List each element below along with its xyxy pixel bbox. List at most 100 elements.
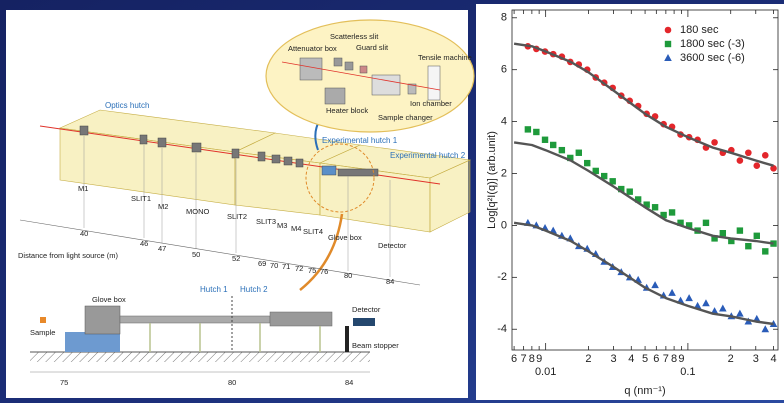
- x-tick-label: 6: [653, 353, 659, 365]
- y-tick-label: 2: [501, 167, 507, 179]
- data-point: [762, 248, 768, 254]
- x-tick-label: 5: [642, 353, 648, 365]
- component-label: M4: [291, 224, 301, 233]
- x-tick-label: 9: [536, 353, 542, 365]
- component-label: Glove box: [328, 233, 362, 242]
- data-point: [533, 129, 539, 135]
- legend-marker: [665, 27, 672, 34]
- data-point: [720, 230, 726, 236]
- component-label: M2: [158, 202, 168, 211]
- legend-label: 180 sec: [680, 24, 719, 36]
- hutch-label: Optics hutch: [105, 101, 149, 110]
- distance-label: 72: [295, 264, 303, 273]
- table: [65, 332, 120, 352]
- data-point: [652, 204, 658, 210]
- attenuator: [300, 58, 322, 80]
- x-tick-label: 2: [585, 353, 591, 365]
- component: [140, 135, 147, 144]
- y-tick-label: 4: [501, 116, 507, 128]
- distance-label: 69: [258, 259, 266, 268]
- legend-label: 3600 sec (-6): [680, 52, 745, 64]
- distance-label: 75: [308, 266, 316, 275]
- component: [258, 152, 265, 161]
- y-tick-label: -4: [497, 323, 507, 335]
- data-point: [703, 220, 709, 226]
- distance-label: 52: [232, 254, 240, 263]
- data-point: [542, 137, 548, 143]
- component-label: MONO: [186, 207, 209, 216]
- hutch-label: Experimental hutch 1: [322, 136, 398, 145]
- pipe: [270, 312, 332, 326]
- component-label: SLIT1: [131, 194, 151, 203]
- inset-label: Scatterless slit: [330, 32, 379, 41]
- component-label: M3: [277, 221, 287, 230]
- distance-label: 47: [158, 244, 166, 253]
- y-tick-label: 6: [501, 64, 507, 76]
- component-label: SLIT2: [227, 212, 247, 221]
- scale-label: 80: [228, 378, 236, 387]
- distance-label: 76: [320, 267, 328, 276]
- side-label: Hutch 1: [200, 285, 228, 294]
- data-point: [737, 157, 744, 164]
- legend-label: 1800 sec (-3): [680, 38, 745, 50]
- component: [232, 149, 239, 158]
- slit: [360, 66, 367, 73]
- detector: [353, 318, 375, 326]
- x-tick-label: 8: [671, 353, 677, 365]
- inset-label: Guard slit: [356, 43, 389, 52]
- distance-label: 46: [140, 239, 148, 248]
- x-tick-label: 4: [628, 353, 634, 365]
- component: [192, 143, 201, 152]
- component: [80, 126, 88, 135]
- y-tick-label: 0: [501, 219, 507, 231]
- data-point: [669, 209, 675, 215]
- distance-label: 50: [192, 250, 200, 259]
- component: [322, 166, 336, 175]
- axis-label: Distance from light source (m): [18, 251, 119, 260]
- inset-label: Ion chamber: [410, 99, 452, 108]
- y-axis-label: Log[q²I(q)] (arb.unit): [486, 131, 498, 229]
- data-point: [745, 243, 751, 249]
- side-label: Sample: [30, 328, 55, 337]
- data-point: [627, 188, 633, 194]
- distance-label: 80: [344, 271, 352, 280]
- legend-marker: [665, 41, 671, 47]
- x-tick-label: 8: [529, 353, 535, 365]
- distance-label: 40: [80, 229, 88, 238]
- y-tick-label: 8: [501, 12, 507, 24]
- scale-label: 84: [345, 378, 353, 387]
- inset-label: Attenuator box: [288, 44, 337, 53]
- data-point: [559, 147, 565, 153]
- scale-label: 75: [60, 378, 68, 387]
- x-tick-label: 7: [663, 353, 669, 365]
- x-tick-label: 3: [753, 353, 759, 365]
- component-label: SLIT3: [256, 217, 276, 226]
- page: Optics hutch Experimental hutch 1 Experi…: [0, 0, 784, 403]
- pipe: [120, 316, 270, 323]
- component: [284, 157, 292, 165]
- data-point: [753, 162, 760, 169]
- data-point: [737, 227, 743, 233]
- distance-label: 70: [270, 261, 278, 270]
- x-tick-label: 3: [610, 353, 616, 365]
- x-tick-label: 0.1: [680, 366, 695, 378]
- x-tick-label: 4: [770, 353, 776, 365]
- changer: [372, 75, 400, 95]
- component-label: SLIT4: [303, 227, 323, 236]
- component: [272, 155, 280, 163]
- side-label: Detector: [352, 305, 381, 314]
- side-label: Beam stopper: [352, 341, 399, 350]
- x-tick-label: 2: [728, 353, 734, 365]
- slit: [345, 62, 353, 70]
- hutch-label: Experimental hutch 2: [390, 151, 466, 160]
- distance-label: 71: [282, 262, 290, 271]
- stopper: [345, 326, 349, 352]
- component: [158, 138, 166, 147]
- data-point: [576, 150, 582, 156]
- data-point: [584, 160, 590, 166]
- data-point: [745, 149, 752, 156]
- data-point: [711, 139, 718, 146]
- component: [338, 169, 378, 176]
- data-point: [754, 233, 760, 239]
- inset-label: Sample changer: [378, 113, 433, 122]
